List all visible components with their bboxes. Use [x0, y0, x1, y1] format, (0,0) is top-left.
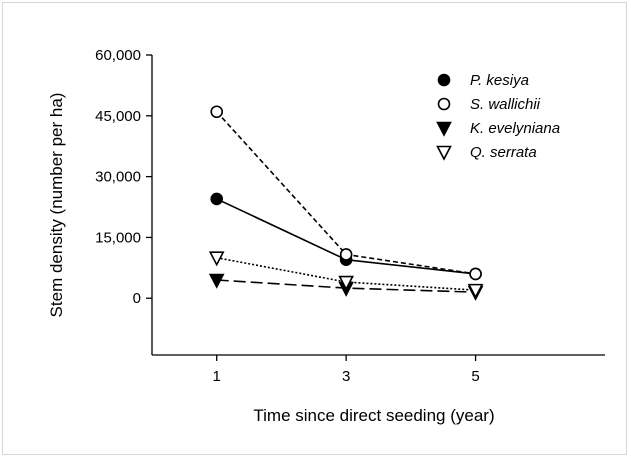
legend: P. kesiya S. wallichii K. evelyniana Q. ser…: [436, 72, 560, 161]
legend-label: Q. serrata: [470, 144, 537, 161]
data-point: [467, 283, 484, 299]
legend-marker: [437, 73, 451, 87]
legend-marker: [436, 121, 452, 137]
series-1: [210, 105, 482, 281]
series-0: [210, 192, 482, 281]
y-tick-label: 60,000: [95, 47, 141, 64]
x-tick-label: 3: [342, 368, 350, 385]
data-point: [469, 267, 482, 281]
figure-frame: [2, 2, 627, 455]
data-point: [210, 105, 224, 119]
series-3: [208, 251, 484, 299]
x-tick-label: 1: [213, 368, 221, 385]
series-layer: [208, 105, 484, 301]
y-tick-label: 45,000: [95, 108, 141, 125]
axes: [151, 55, 605, 356]
x-tick-label: 5: [471, 368, 479, 385]
legend-marker: [436, 145, 452, 161]
legend-label: K. evelyniana: [470, 120, 560, 137]
data-point: [208, 251, 225, 267]
y-tick-label: 30,000: [95, 169, 141, 186]
x-axis-title: Time since direct seeding (year): [253, 406, 494, 425]
y-axis-title: Stem density (number per ha): [47, 93, 66, 318]
y-tick-label: 0: [133, 290, 141, 307]
data-point: [338, 275, 354, 291]
legend-label: P. kesiya: [470, 72, 529, 89]
x-ticks: 1 3 5: [213, 355, 480, 385]
data-point: [210, 192, 224, 206]
y-tick-label: 15,000: [95, 229, 141, 246]
data-point: [208, 273, 225, 289]
legend-label: S. wallichii: [470, 96, 541, 113]
y-ticks: 0 15,000 30,000 45,000 60,000: [95, 47, 152, 307]
data-point: [339, 248, 353, 261]
legend-marker: [437, 97, 451, 111]
